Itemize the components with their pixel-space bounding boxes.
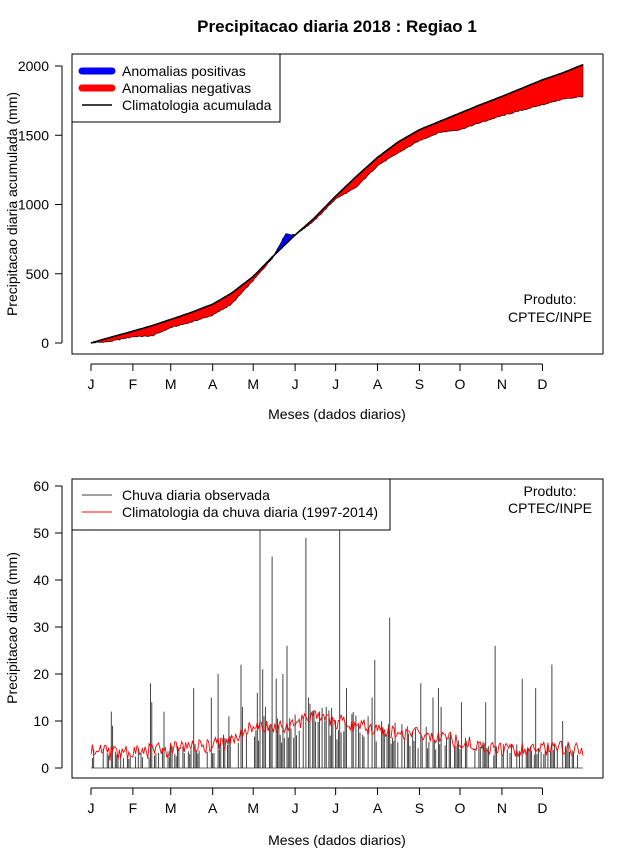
x-tick-label: N bbox=[497, 376, 507, 392]
x-axis-label: Meses (dados diarios) bbox=[268, 832, 406, 848]
x-tick-label: O bbox=[455, 800, 466, 816]
y-tick-label: 0 bbox=[41, 335, 49, 351]
y-axis-label: Precipitacao diaria acumulada (mm) bbox=[4, 92, 20, 316]
x-tick-label: J bbox=[88, 376, 95, 392]
figure-title: Precipitacao diaria 2018 : Regiao 1 bbox=[197, 17, 477, 36]
y-tick-label: 50 bbox=[33, 525, 49, 541]
x-tick-label: M bbox=[247, 800, 259, 816]
negative-anomaly-area bbox=[294, 64, 584, 236]
x-tick-label: N bbox=[497, 800, 507, 816]
legend-label: Anomalias negativas bbox=[122, 80, 251, 96]
y-axis-label: Precipitacao diaria (mm) bbox=[4, 552, 20, 704]
x-tick-label: D bbox=[537, 800, 547, 816]
x-tick-label: M bbox=[165, 376, 177, 392]
plot-frame bbox=[71, 53, 604, 355]
x-tick-label: F bbox=[129, 376, 138, 392]
legend-box bbox=[71, 478, 391, 531]
daily-panel: J F M A M J J A S O N D 0 10 20 30 40 50 60 Precipitacao di… bbox=[4, 478, 604, 848]
y-tick-label: 30 bbox=[33, 619, 49, 635]
negative-anomaly-area bbox=[92, 253, 276, 344]
y-tick-label: 60 bbox=[33, 478, 49, 494]
climatology-daily-line bbox=[90, 710, 584, 761]
x-tick-label: O bbox=[455, 376, 466, 392]
y-tick-label: 2000 bbox=[18, 58, 49, 74]
legend-label: Climatologia da chuva diaria (1997-2014) bbox=[122, 504, 378, 520]
product-note: Produto: bbox=[524, 291, 577, 307]
x-tick-label: M bbox=[165, 800, 177, 816]
x-tick-label: D bbox=[537, 376, 547, 392]
x-tick-label: J bbox=[292, 800, 299, 816]
y-tick-label: 40 bbox=[33, 572, 49, 588]
y-tick-label: 20 bbox=[33, 666, 49, 682]
climatology-cumulative-line bbox=[90, 63, 584, 344]
x-tick-label: J bbox=[88, 800, 95, 816]
y-tick-label: 500 bbox=[26, 266, 50, 282]
x-tick-label: J bbox=[332, 376, 339, 392]
x-tick-label: M bbox=[247, 376, 259, 392]
x-tick-label: S bbox=[415, 376, 424, 392]
x-axis-label: Meses (dados diarios) bbox=[268, 406, 406, 422]
x-tick-label: A bbox=[373, 800, 383, 816]
legend-label: Climatologia acumulada bbox=[122, 97, 272, 113]
product-note: CPTEC/INPE bbox=[508, 309, 592, 325]
x-tick-label: A bbox=[208, 800, 218, 816]
x-tick-label: A bbox=[373, 376, 383, 392]
product-note: CPTEC/INPE bbox=[508, 500, 592, 516]
y-tick-label: 0 bbox=[41, 760, 49, 776]
x-tick-label: J bbox=[292, 376, 299, 392]
y-tick-label: 10 bbox=[33, 713, 49, 729]
x-tick-label: J bbox=[332, 800, 339, 816]
cumulative-panel: J F M A M J J A S O N D 0 500 1000 1500 2000 Precipitacao… bbox=[4, 53, 604, 422]
y-tick-label: 1500 bbox=[18, 127, 49, 143]
legend-label: Anomalias positivas bbox=[122, 63, 246, 79]
x-tick-label: F bbox=[129, 800, 138, 816]
legend-label: Chuva diaria observada bbox=[122, 487, 270, 503]
product-note: Produto: bbox=[524, 483, 577, 499]
x-tick-label: S bbox=[415, 800, 424, 816]
y-tick-label: 1000 bbox=[18, 197, 49, 213]
x-tick-label: A bbox=[208, 376, 218, 392]
